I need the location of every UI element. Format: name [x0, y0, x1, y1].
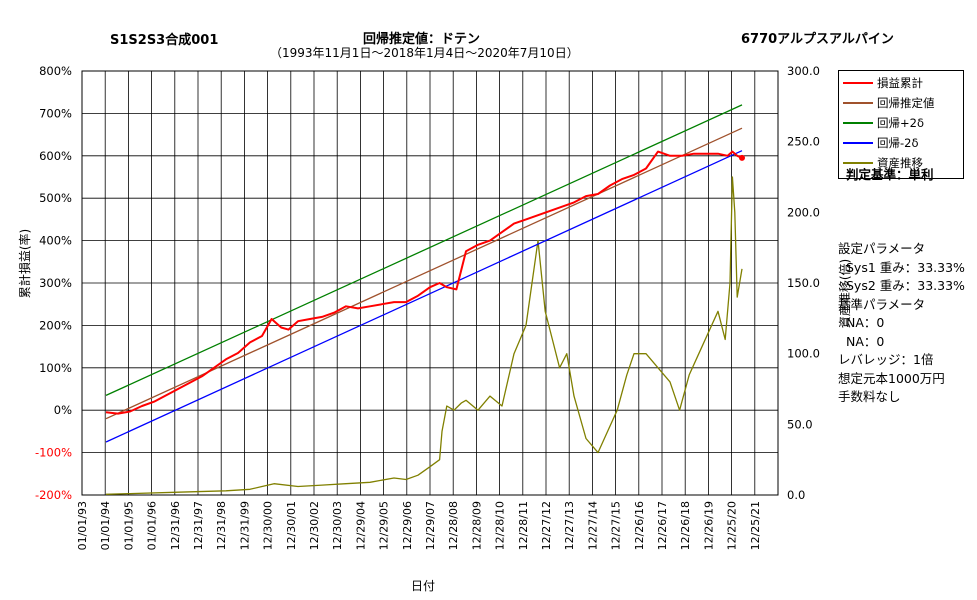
parameter-line: 基準パラメータ: [838, 296, 926, 312]
x-tick-label: 12/26/18: [679, 501, 692, 550]
parameter-line: レバレッジ：1倍: [838, 352, 934, 367]
chart-legend: 損益累計回帰推定値回帰+2δ 回帰-2δ 資産推移: [838, 70, 964, 179]
x-tick-label: 01/01/96: [146, 501, 159, 550]
x-tick-label: 12/26/17: [656, 501, 669, 550]
y-left-tick-label: 800%: [39, 64, 72, 78]
x-tick-label: 12/27/13: [563, 501, 576, 550]
y-right-tick-label: 150.0: [787, 276, 820, 290]
x-tick-label: 12/26/19: [702, 501, 715, 550]
y-left-tick-label: 100%: [39, 361, 72, 375]
x-tick-label: 12/25/21: [749, 501, 762, 550]
series-endpoint-marker: [739, 154, 745, 161]
x-tick-label: 12/28/09: [470, 501, 483, 550]
series-line-回帰推定値: [105, 127, 743, 420]
y-left-tick-label: 500%: [39, 191, 72, 205]
y-left-tick-label: -200%: [35, 488, 72, 502]
x-tick-label: 12/28/11: [517, 501, 530, 550]
parameter-line: 手数料なし: [838, 389, 901, 404]
x-tick-label: 12/25/20: [726, 501, 739, 550]
parameter-line: NA：0: [846, 333, 885, 349]
series-line-資産推移: [105, 176, 743, 495]
x-tick-label: 12/30/01: [285, 501, 298, 550]
chart-header-left: S1S2S3合成001: [110, 33, 219, 48]
x-tick-label: 12/29/04: [354, 501, 367, 550]
plot-grid: [81, 70, 779, 496]
series-line-損益累計: [105, 150, 743, 415]
legend-item: 回帰-2δ: [843, 134, 919, 152]
y-right-tick-label: 50.0: [787, 417, 813, 431]
y-right-tick-label: 200.0: [787, 205, 820, 219]
legend-label: 損益累計: [877, 76, 923, 90]
chart-header-right: 6770アルプスアルパイン: [741, 32, 894, 47]
x-tick-label: 12/27/12: [540, 501, 553, 550]
parameter-line: Sys2 重み：33.33%: [846, 278, 965, 293]
x-tick-label: 12/29/07: [424, 501, 437, 550]
legend-item: 回帰推定値: [843, 94, 935, 112]
x-tick-label: 12/30/03: [331, 501, 344, 550]
legend-label: 回帰+2δ: [877, 116, 924, 130]
y-right-tick-label: 100.0: [787, 347, 820, 361]
x-tick-label: 12/28/10: [494, 501, 507, 550]
chart-subtitle: （1993年11月1日～2018年1月4日～2020年7月10日）: [270, 46, 579, 60]
legend-item: 資産推移: [843, 154, 923, 172]
legend-swatch: [843, 102, 873, 104]
x-tick-label: 12/29/06: [401, 501, 414, 550]
legend-label: 資産推移: [877, 156, 923, 170]
y-right-tick-label: 300.0: [787, 64, 820, 78]
parameter-line: NA：0: [846, 315, 885, 330]
series-line-回帰+2δ: [105, 104, 743, 396]
x-tick-label: 12/27/15: [610, 501, 623, 550]
y-left-tick-label: 400%: [39, 234, 72, 248]
series-line-回帰-2δ: [105, 150, 743, 443]
x-tick-label: 12/31/99: [238, 501, 251, 550]
x-tick-label: 12/30/02: [308, 501, 321, 550]
plot-series: [105, 104, 745, 495]
x-tick-label: 12/31/96: [169, 501, 182, 550]
y-left-tick-label: 0%: [54, 403, 72, 417]
parameter-line: 設定パラメータ: [838, 241, 926, 256]
x-tick-label: 01/01/93: [76, 501, 89, 550]
x-tick-label: 12/31/98: [215, 501, 228, 550]
x-tick-label: 12/29/05: [378, 501, 391, 550]
x-tick-label: 12/27/14: [586, 501, 599, 550]
legend-item: 回帰+2δ: [843, 114, 924, 132]
legend-swatch: [843, 142, 873, 144]
x-tick-label: 12/28/08: [447, 501, 460, 550]
y-left-tick-label: -100%: [35, 446, 72, 460]
parameter-line: 想定元本1000万円: [838, 370, 945, 386]
verdict-label: 判定基準：単利: [846, 167, 934, 182]
x-axis-label: 日付: [411, 579, 435, 593]
x-tick-label: 12/26/16: [633, 501, 646, 550]
chart-title: 回帰推定値：ドテン: [363, 32, 481, 47]
y-left-tick-label: 300%: [39, 276, 72, 290]
y-left-tick-label: 200%: [39, 318, 72, 332]
x-tick-label: 12/30/00: [262, 501, 275, 550]
x-tick-label: 01/01/94: [99, 501, 112, 550]
legend-swatch: [843, 162, 873, 164]
legend-item: 損益累計: [843, 74, 923, 92]
legend-label: 回帰-2δ: [877, 136, 919, 150]
legend-label: 回帰推定値: [877, 96, 935, 110]
y-right-tick-label: 0.0: [787, 488, 805, 502]
x-tick-label: 01/01/95: [122, 501, 135, 550]
parameter-line: Sys1 重み：33.33%: [846, 259, 965, 275]
y-right-tick-label: 250.0: [787, 135, 820, 149]
legend-swatch: [843, 82, 873, 84]
legend-swatch: [843, 122, 873, 124]
y-left-tick-label: 700%: [39, 106, 72, 120]
x-tick-label: 12/31/97: [192, 501, 205, 550]
axis-ticks: 01/01/93 01/01/94 01/01/95 01/01/96 12/31/96…: [35, 64, 820, 550]
y-left-tick-label: 600%: [39, 149, 72, 163]
